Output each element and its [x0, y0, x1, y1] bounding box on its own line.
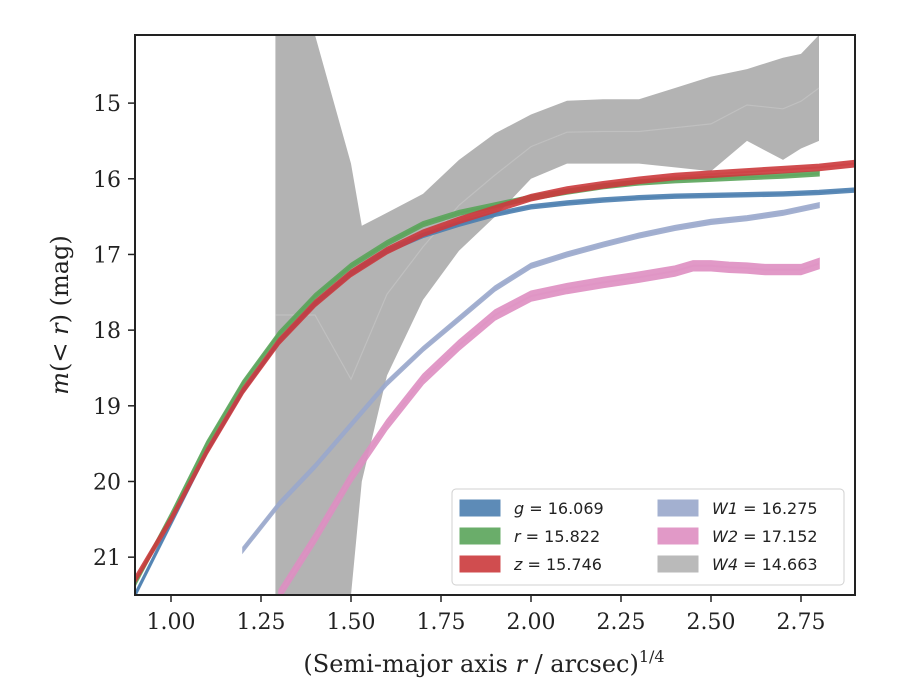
x-tick-label: 2.50 — [687, 610, 736, 635]
legend: g = 16.069 r = 15.822 z = 15.746 W1 = 16.27… — [451, 488, 845, 586]
x-tick-label: 1.00 — [147, 610, 196, 635]
legend-box — [451, 488, 845, 586]
x-tick-label: 1.25 — [237, 610, 286, 635]
axis-ticks: 1.00 1.25 1.50 1.75 2.00 2.25 2.50 2.75 15 16 17 18… — [93, 92, 825, 635]
legend-swatch-w2 — [657, 527, 699, 545]
legend-label-r: r = 15.822 — [514, 527, 600, 546]
legend-swatch-r — [459, 527, 501, 545]
legend-swatch-w4 — [657, 555, 699, 573]
y-axis-label: m(< r) (mag) — [46, 235, 74, 395]
legend-swatch-z — [459, 555, 501, 573]
legend-label-w1: W1 = 16.275 — [712, 499, 818, 518]
legend-swatch-w1 — [657, 499, 699, 517]
legend-swatch-g — [459, 499, 501, 517]
series-w1-band — [242, 202, 820, 555]
series-w4-model — [275, 87, 820, 381]
y-tick-label: 16 — [93, 168, 121, 193]
legend-label-g: g = 16.069 — [514, 499, 604, 518]
x-tick-label: 2.00 — [507, 610, 556, 635]
series-w4-band — [275, 35, 819, 595]
y-tick-label: 21 — [93, 546, 121, 571]
y-tick-label: 18 — [93, 319, 121, 344]
y-tick-label: 19 — [93, 395, 121, 420]
x-tick-label: 1.50 — [327, 610, 376, 635]
x-axis-label: (Semi-major axis r / arcsec)1/4 — [303, 647, 664, 678]
series-w2-band — [278, 257, 820, 595]
x-tick-label: 2.75 — [777, 610, 826, 635]
y-tick-label: 20 — [93, 470, 121, 495]
series-r-band — [135, 170, 820, 587]
y-tick-label: 15 — [93, 92, 121, 117]
plot-frame — [134, 34, 856, 596]
series-z-band — [135, 159, 855, 585]
legend-label-z: z = 15.746 — [513, 555, 602, 574]
plot-area — [135, 35, 855, 595]
x-tick-label: 1.75 — [417, 610, 466, 635]
legend-label-w2: W2 = 17.152 — [712, 527, 818, 546]
legend-label-w4: W4 = 14.663 — [712, 555, 818, 574]
x-tick-label: 2.25 — [597, 610, 646, 635]
y-tick-label: 17 — [93, 243, 121, 268]
